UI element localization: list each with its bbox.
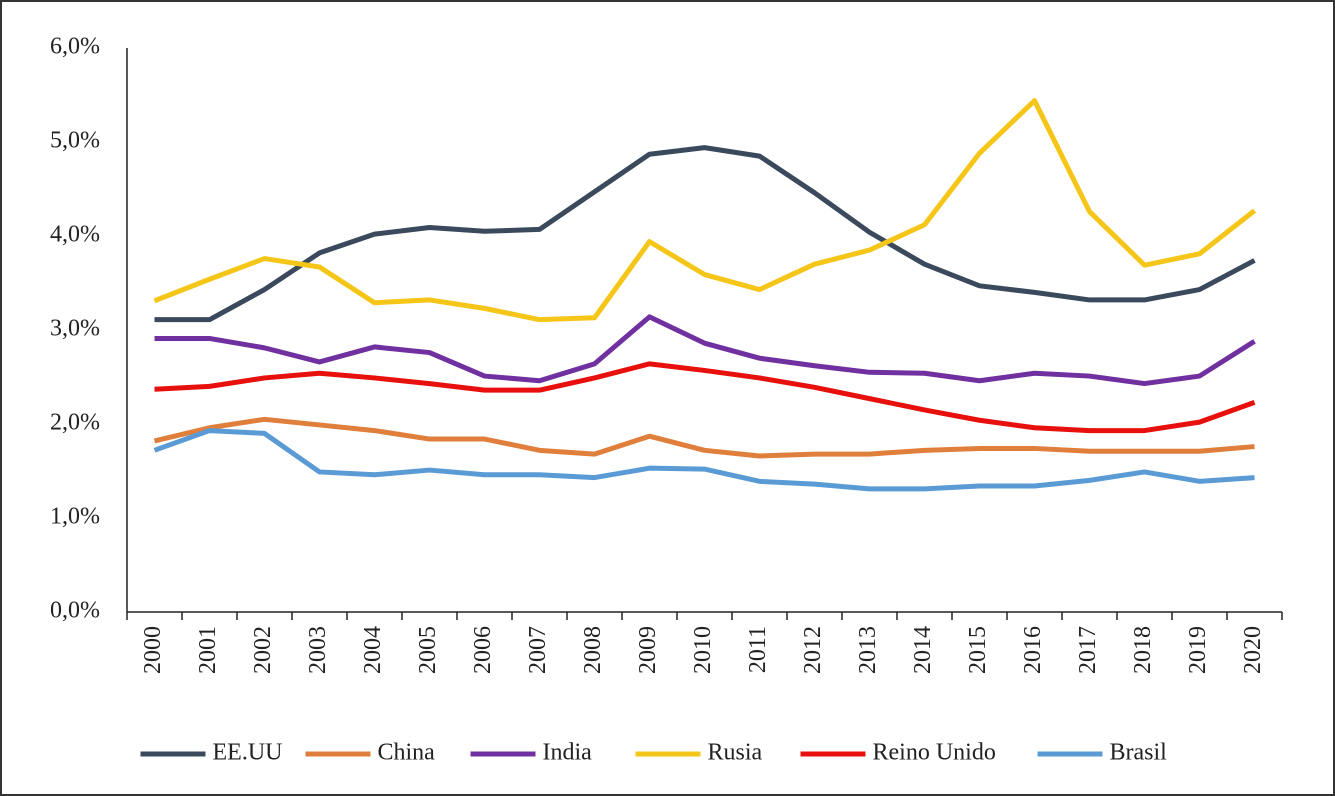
x-tick-label: 2004 <box>360 626 386 674</box>
x-tick-label: 2003 <box>305 626 331 674</box>
x-tick-label: 2009 <box>635 626 661 674</box>
legend-label: Reino Unido <box>873 740 996 766</box>
series-line <box>154 145 1256 323</box>
x-tick-label: 2012 <box>800 626 826 674</box>
x-tick-label: 2008 <box>580 626 606 674</box>
legend-label: India <box>543 740 593 766</box>
y-tick-label: 0,0% <box>50 598 100 624</box>
x-tick-label: 2014 <box>910 626 936 674</box>
y-tick-label: 4,0% <box>50 222 100 248</box>
legend-label: China <box>378 740 436 766</box>
x-tick-label: 2007 <box>525 626 551 674</box>
series-line <box>154 314 1256 387</box>
series-line <box>154 361 1256 434</box>
legend-label: Rusia <box>708 740 763 766</box>
x-tick-label: 2020 <box>1240 626 1266 674</box>
y-tick-label: 6,0% <box>50 34 100 60</box>
x-tick-label: 2016 <box>1020 626 1046 674</box>
x-tick-label: 2002 <box>250 626 276 674</box>
x-tick-label: 2001 <box>195 626 221 674</box>
x-tick-label: 2005 <box>415 626 441 674</box>
y-tick-label: 1,0% <box>50 504 100 530</box>
series-line <box>153 98 1257 323</box>
y-tick-label: 5,0% <box>50 128 100 154</box>
x-tick-label: 2019 <box>1185 626 1211 674</box>
legend-label: Brasil <box>1110 740 1168 766</box>
x-tick-label: 2010 <box>690 626 716 674</box>
x-tick-label: 2017 <box>1075 626 1101 674</box>
x-tick-label: 2006 <box>470 626 496 674</box>
x-tick-label: 2000 <box>140 626 166 674</box>
x-tick-label: 2013 <box>855 626 881 674</box>
x-tick-label: 2015 <box>965 626 991 674</box>
x-tick-label: 2011 <box>745 626 771 673</box>
series-line <box>153 428 1255 492</box>
x-tick-label: 2018 <box>1130 626 1156 674</box>
series-line <box>153 416 1255 459</box>
legend-label: EE.UU <box>213 740 283 766</box>
y-tick-label: 2,0% <box>50 410 100 436</box>
y-tick-label: 3,0% <box>50 316 100 342</box>
